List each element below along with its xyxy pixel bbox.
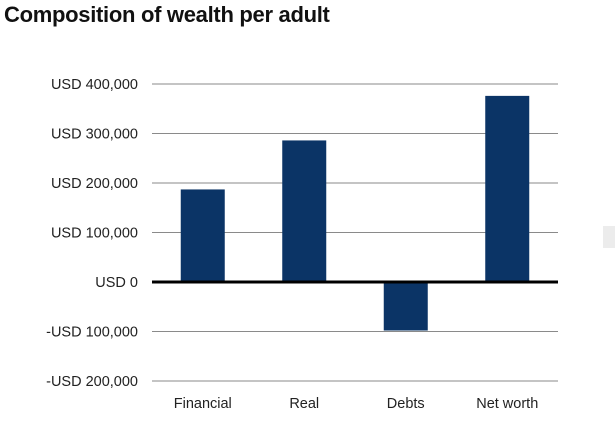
bar-real [282,140,327,282]
x-tick-label: Financial [174,396,232,412]
y-tick-label: USD 100,000 [51,226,138,242]
bar-debts [383,282,428,331]
y-tick-label: -USD 200,000 [46,374,138,390]
bar-financial [180,189,225,282]
y-tick-label: USD 300,000 [51,127,138,143]
y-tick-label: USD 400,000 [51,77,138,93]
x-tick-label: Real [289,396,319,412]
y-tick-label: USD 200,000 [51,176,138,192]
y-tick-label: -USD 100,000 [46,325,138,341]
bar-net-worth [485,95,530,282]
x-tick-label: Net worth [476,396,538,412]
x-tick-label: Debts [387,396,425,412]
y-tick-label: USD 0 [95,275,138,291]
edge-shade [603,226,615,248]
chart-title: Composition of wealth per adult [4,2,330,27]
